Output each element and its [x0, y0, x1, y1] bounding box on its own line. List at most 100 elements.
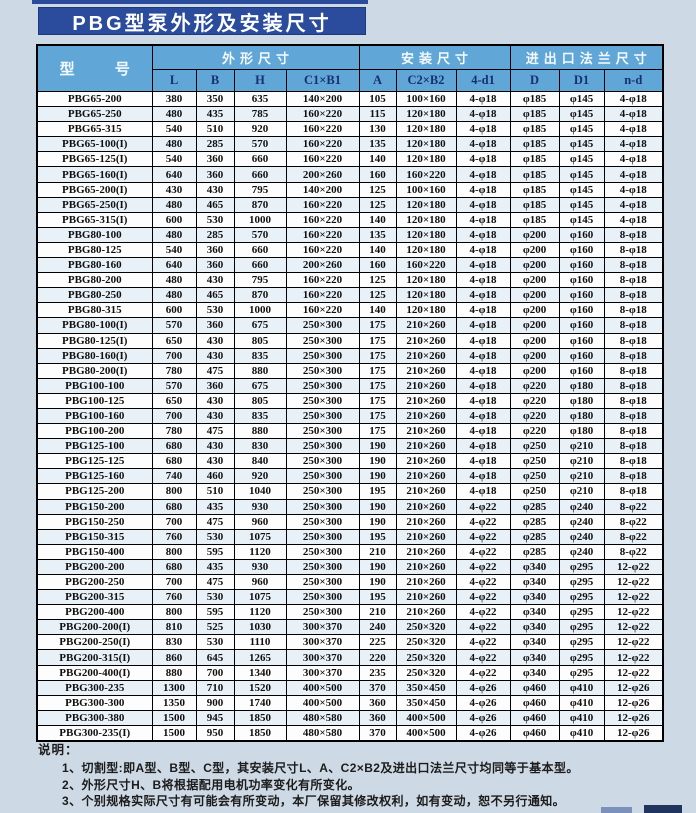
column-header-D: D	[509, 69, 560, 92]
value-cell: 465	[195, 196, 235, 213]
model-cell: PBG80-200(I)	[36, 362, 153, 379]
model-cell: PBG100-200	[36, 423, 153, 440]
value-cell: 830	[233, 438, 287, 455]
model-cell: PBG200-400(I)	[36, 664, 153, 681]
value-cell: 460	[195, 468, 235, 485]
value-cell: 210×260	[395, 347, 457, 364]
value-cell: 8-φ22	[603, 513, 664, 530]
value-cell: 570	[233, 226, 287, 243]
value-cell: φ185	[509, 106, 560, 123]
value-cell: 700	[151, 347, 197, 364]
value-cell: φ410	[558, 709, 605, 726]
value-cell: φ250	[509, 483, 560, 500]
value-cell: φ160	[558, 347, 605, 364]
value-cell: 760	[151, 528, 197, 545]
value-cell: 250×300	[285, 438, 360, 455]
model-cell: PBG65-315	[36, 121, 153, 138]
value-cell: 210×260	[395, 483, 457, 500]
table-row: PBG125-200 800 510 1040 250×300 195 210×260 4-φ…	[36, 483, 664, 500]
value-cell: φ160	[558, 241, 605, 259]
value-cell: 8-φ18	[603, 468, 664, 485]
value-cell: 805	[233, 332, 287, 349]
value-cell: 195	[358, 483, 397, 500]
table-row: PBG300-300 1350 900 1740 400×500 360 350×450 4-…	[36, 694, 664, 711]
value-cell: 105	[358, 90, 397, 108]
table-row: PBG80-315 600 530 1000 160×220 140 120×180 4-φ1…	[36, 302, 664, 319]
value-cell: φ340	[509, 573, 560, 591]
value-cell: 430	[195, 438, 235, 455]
table-row: PBG80-125(I) 650 430 805 250×300 175 210×260 4-…	[36, 332, 664, 349]
value-cell: 380	[151, 90, 197, 108]
value-cell: 210×260	[395, 543, 457, 560]
value-cell: 8-φ18	[603, 226, 664, 243]
model-cell: PBG150-400	[36, 543, 153, 560]
value-cell: 540	[151, 151, 197, 168]
value-cell: 160×220	[285, 136, 360, 153]
model-cell: PBG65-200	[36, 90, 153, 108]
model-cell: PBG80-100	[36, 226, 153, 243]
model-cell: PBG200-250(I)	[36, 634, 153, 651]
value-cell: 120×180	[395, 211, 457, 228]
value-cell: 1340	[233, 664, 287, 681]
value-cell: φ145	[558, 211, 605, 228]
group-header-install-dims: 安装尺寸	[358, 44, 511, 70]
value-cell: 350×450	[395, 694, 457, 711]
table-row: PBG150-250 700 475 960 250×300 190 210×260 4-φ2…	[36, 513, 664, 530]
value-cell: 650	[151, 392, 197, 409]
value-cell: 650	[151, 332, 197, 349]
value-cell: 8-φ18	[603, 241, 664, 259]
value-cell: φ145	[558, 181, 605, 198]
value-cell: 250×300	[285, 513, 360, 530]
value-cell: 4-φ18	[455, 272, 511, 289]
value-cell: 4-φ18	[455, 407, 511, 425]
value-cell: 920	[233, 468, 287, 485]
value-cell: 370	[358, 724, 397, 742]
model-cell: PBG125-100	[36, 438, 153, 455]
value-cell: 360	[195, 317, 235, 334]
value-cell: φ185	[509, 166, 560, 183]
value-cell: φ410	[558, 679, 605, 696]
table-row: PBG65-200(I) 430 430 795 140×200 125 100×160 4-…	[36, 181, 664, 198]
value-cell: 120×180	[395, 106, 457, 123]
value-cell: 210×260	[395, 332, 457, 349]
column-header-D1: D1	[558, 69, 605, 92]
value-cell: 570	[233, 136, 287, 153]
value-cell: 475	[195, 362, 235, 379]
value-cell: φ340	[509, 558, 560, 576]
value-cell: 120×180	[395, 272, 457, 289]
value-cell: 930	[233, 498, 287, 515]
value-cell: φ210	[558, 438, 605, 455]
value-cell: φ340	[509, 649, 560, 666]
value-cell: 595	[195, 543, 235, 560]
value-cell: 430	[195, 347, 235, 364]
value-cell: 115	[358, 106, 397, 123]
value-cell: φ160	[558, 302, 605, 319]
value-cell: 950	[195, 724, 235, 742]
value-cell: 370	[358, 679, 397, 696]
value-cell: 4-φ18	[603, 166, 664, 183]
value-cell: 12-φ26	[603, 679, 664, 696]
column-header-L: L	[151, 69, 197, 92]
value-cell: 250×320	[395, 619, 457, 636]
note-item-3: 3、个别规格实际尺寸有可能会有所变动，本厂保留其修改权利，如有变动，恕不另行通知…	[62, 794, 566, 808]
value-cell: 1000	[233, 302, 287, 319]
value-cell: φ160	[558, 226, 605, 243]
value-cell: 250×320	[395, 664, 457, 681]
value-cell: φ200	[509, 257, 560, 274]
value-cell: 435	[195, 558, 235, 576]
value-cell: 4-φ22	[455, 604, 511, 621]
model-cell: PBG200-200	[36, 558, 153, 576]
value-cell: 160×220	[285, 121, 360, 138]
value-cell: 195	[358, 528, 397, 545]
model-cell: PBG125-200	[36, 483, 153, 500]
table-row: PBG80-100 480 285 570 160×220 135 120×180 4-φ18…	[36, 226, 664, 243]
value-cell: φ250	[509, 453, 560, 470]
value-cell: 400×500	[285, 694, 360, 711]
value-cell: 1075	[233, 528, 287, 545]
value-cell: φ200	[509, 332, 560, 349]
model-cell: PBG150-200	[36, 498, 153, 515]
value-cell: 8-φ18	[603, 438, 664, 455]
value-cell: 210	[358, 604, 397, 621]
value-cell: 675	[233, 377, 287, 394]
